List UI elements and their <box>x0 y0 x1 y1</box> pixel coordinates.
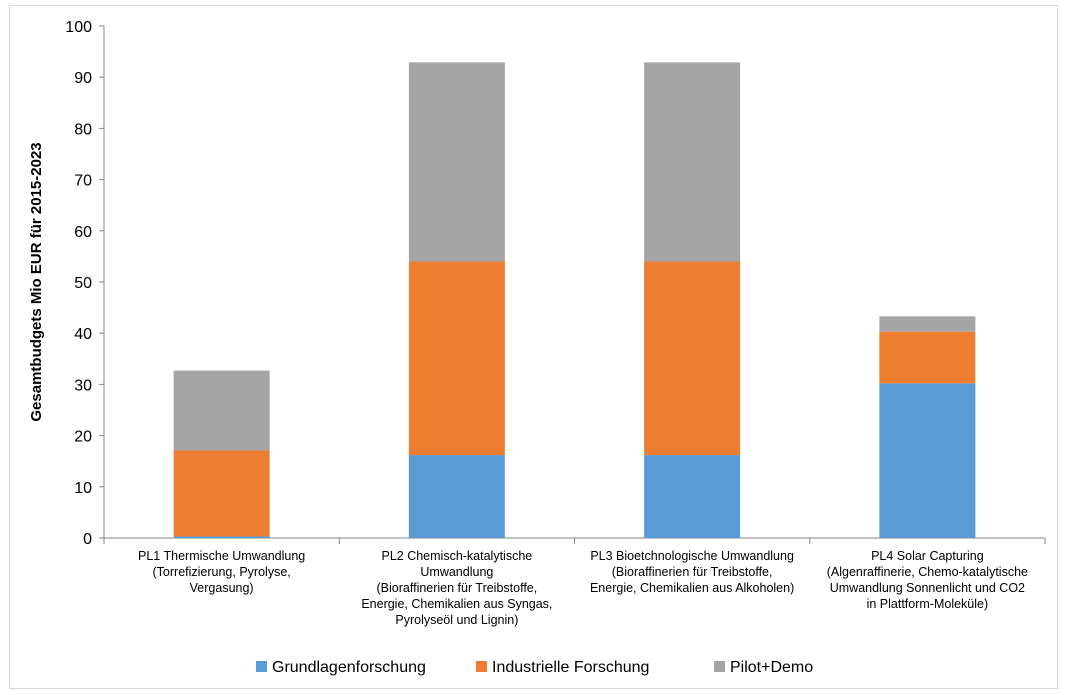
x-category-label-line: Pyrolyseöl und Lignin) <box>395 613 518 627</box>
x-category-label-line: PL1 Thermische Umwandlung <box>138 549 305 563</box>
x-category-label-line: in Plattform-Moleküle) <box>867 597 989 611</box>
y-tick-label: 20 <box>74 429 92 446</box>
x-category-label-line: Energie, Chemikalien aus Alkoholen) <box>590 581 794 595</box>
legend-label: Grundlagenforschung <box>272 659 426 676</box>
bar-segment <box>408 62 505 262</box>
x-category-label-line: (Torrefizierung, Pyrolyse, <box>153 565 291 579</box>
x-category-label: PL2 Chemisch-katalytische Umwandlung (Bior… <box>361 549 552 627</box>
x-category-label: PL4 Solar Capturing (Algenraffinerie, Che… <box>827 549 1028 611</box>
legend-label: Pilot+Demo <box>730 659 813 676</box>
legend-swatch <box>256 661 267 672</box>
y-tick-label: 80 <box>74 121 92 138</box>
y-tick-label: 0 <box>83 531 92 548</box>
bar-segment <box>879 331 976 384</box>
y-tick-label: 70 <box>74 173 92 190</box>
x-category-label-line: Energie, Chemikalien aus Syngas, <box>361 597 552 611</box>
bar-segment <box>173 450 270 537</box>
x-category-label-line: Vergasung) <box>190 581 254 595</box>
x-category-label: PL3 Bioetchnologische Umwandlung (Bioraff… <box>590 549 794 595</box>
y-tick-label: 50 <box>74 275 92 292</box>
legend-swatch <box>714 661 725 672</box>
y-tick-label: 40 <box>74 326 92 343</box>
x-category-label-line: PL3 Bioetchnologische Umwandlung <box>590 549 794 563</box>
legend-label: Industrielle Forschung <box>492 659 649 676</box>
y-tick-label: 30 <box>74 377 92 394</box>
y-tick-label: 100 <box>65 19 92 36</box>
legend-swatch <box>476 661 487 672</box>
y-tick-label: 10 <box>74 480 92 497</box>
x-category-label-line: (Algenraffinerie, Chemo-katalytische <box>827 565 1028 579</box>
bar-segment <box>173 536 270 538</box>
x-category-label-line: Umwandlung Sonnenlicht und CO2 <box>830 581 1025 595</box>
x-category-label-line: Umwandlung <box>420 565 493 579</box>
x-category-label-line: (Bioraffinerien für Treibstoffe, <box>377 581 538 595</box>
x-category-label-line: PL4 Solar Capturing <box>871 549 984 563</box>
bar-segment <box>879 383 976 538</box>
y-tick-label: 90 <box>74 70 92 87</box>
bar-segment <box>644 261 741 456</box>
y-axis-title: Gesamtbudgets Mio EUR für 2015-2023 <box>28 142 45 421</box>
bar-segment <box>173 370 270 451</box>
x-category-label-line: (Bioraffinerien für Treibstoffe, <box>612 565 773 579</box>
bar-segment <box>408 455 505 538</box>
y-tick-label: 60 <box>74 224 92 241</box>
bar-segment <box>408 261 505 456</box>
x-category-label: PL1 Thermische Umwandlung (Torrefizierung… <box>138 549 305 595</box>
bar-segment <box>644 62 741 262</box>
bar-segment <box>644 455 741 538</box>
bar-segment <box>879 316 976 332</box>
x-category-label-line: PL2 Chemisch-katalytische <box>381 549 532 563</box>
